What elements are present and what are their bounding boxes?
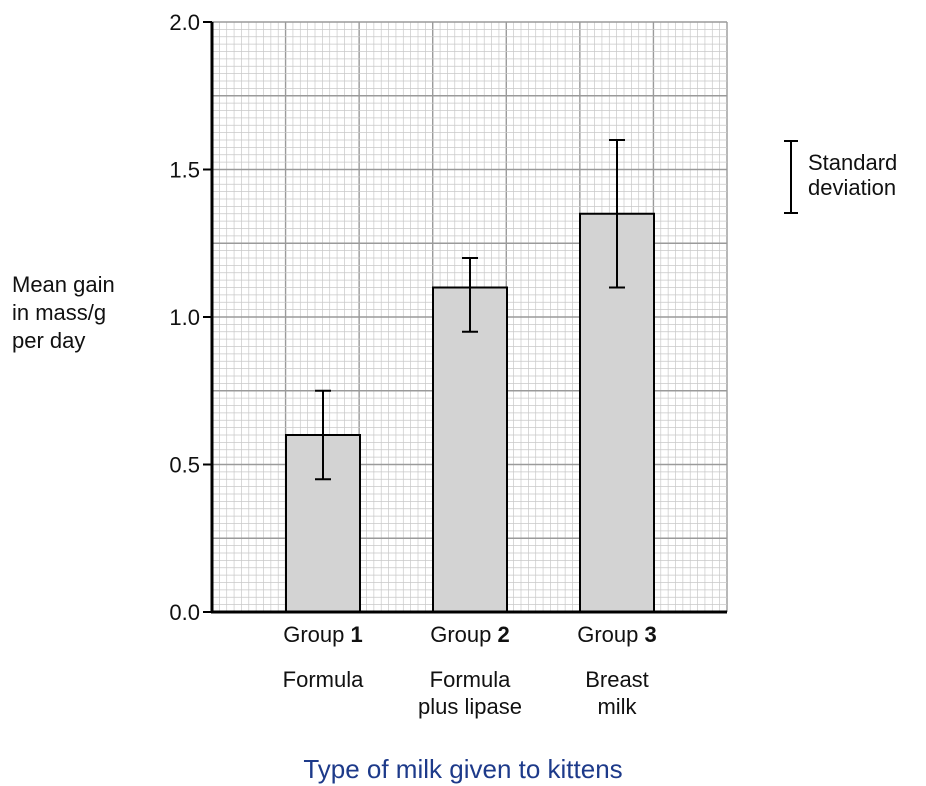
category-label-3: Group 3: [577, 622, 657, 647]
legend-label: Standard deviation: [808, 150, 897, 200]
bar-2: [432, 286, 508, 613]
y-tick-label: 0.0: [169, 600, 200, 625]
error-bars: [315, 139, 625, 481]
category-description-3: milk: [597, 694, 637, 719]
y-axis-label-line: in mass/g: [12, 300, 106, 325]
category-description-1: Formula: [283, 667, 364, 692]
legend-label-line: Standard: [808, 150, 897, 175]
category-number: 3: [645, 622, 657, 647]
category-prefix: Group: [283, 622, 350, 647]
y-tick-label: 2.0: [169, 10, 200, 35]
category-label-1: Group 1: [283, 622, 363, 647]
legend-label-line: deviation: [808, 175, 896, 200]
category-description-2: plus lipase: [418, 694, 522, 719]
y-tick-label: 1.0: [169, 305, 200, 330]
category-number: 1: [351, 622, 363, 647]
y-axis-label-line: Mean gain: [12, 272, 115, 297]
category-description-2: Formula: [430, 667, 511, 692]
category-number: 2: [498, 622, 510, 647]
y-tick-labels: 0.0 0.5 1.0 1.5 2.0: [169, 10, 212, 625]
y-axis-label-line: per day: [12, 328, 85, 353]
y-tick-label: 0.5: [169, 453, 200, 478]
category-prefix: Group: [577, 622, 644, 647]
y-axis-label: Mean gain in mass/g per day: [12, 272, 115, 353]
category-description-3: Breast: [585, 667, 649, 692]
category-prefix: Group: [430, 622, 497, 647]
legend: Standard deviation: [784, 140, 897, 214]
category-label-2: Group 2: [430, 622, 510, 647]
y-tick-label: 1.5: [169, 158, 200, 183]
x-axis-label: Type of milk given to kittens: [303, 754, 622, 784]
